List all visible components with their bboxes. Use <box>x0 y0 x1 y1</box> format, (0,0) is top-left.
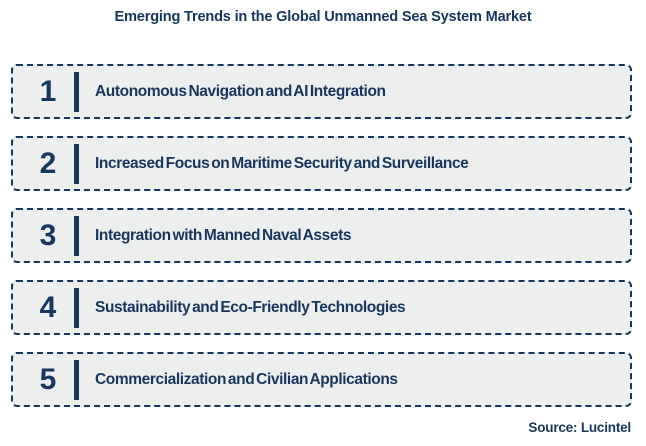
trend-label: Integration with Manned Naval Assets <box>95 226 352 244</box>
trend-label: Autonomous Navigation and AI Integration <box>95 82 386 100</box>
trend-number: 2 <box>39 146 57 180</box>
page-title: Emerging Trends in the Global Unmanned S… <box>114 9 532 25</box>
trend-label: Sustainability and Eco-Friendly Technolo… <box>95 298 406 316</box>
trend-box: 3 Integration with Manned Naval Assets <box>11 208 632 263</box>
trend-box: 5 Commercialization and Civilian Applica… <box>11 352 632 407</box>
number-divider-bar <box>74 287 79 328</box>
trend-box: 4 Sustainability and Eco-Friendly Techno… <box>11 280 632 335</box>
number-divider-bar <box>74 215 79 256</box>
trend-number: 1 <box>39 74 57 108</box>
trend-box: 1 Autonomous Navigation and AI Integrati… <box>11 64 632 119</box>
number-divider-bar <box>74 143 79 184</box>
trend-label: Commercialization and Civilian Applicati… <box>95 370 398 388</box>
trend-box: 2 Increased Focus on Maritime Security a… <box>11 136 632 191</box>
trend-number: 4 <box>39 290 57 324</box>
trend-number: 5 <box>39 362 57 396</box>
number-divider-bar <box>74 71 79 112</box>
trend-number: 3 <box>39 218 57 252</box>
number-divider-bar <box>74 359 79 400</box>
trend-label: Increased Focus on Maritime Security and… <box>95 154 469 172</box>
source-label: Source: Lucintel <box>528 420 631 435</box>
